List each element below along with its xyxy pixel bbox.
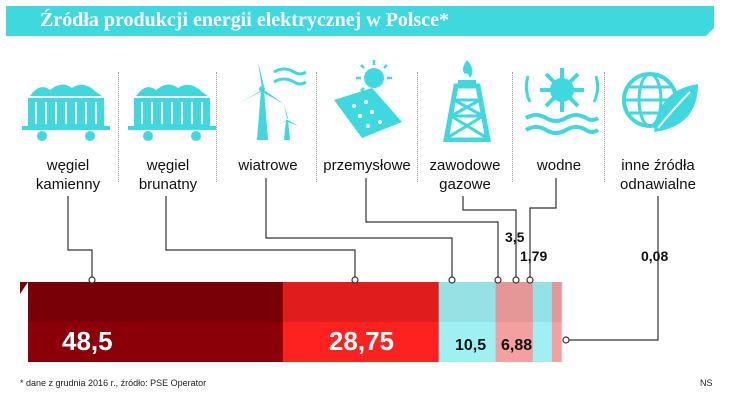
category-label-gas: zawodowe gazowe	[420, 156, 510, 194]
connector-dot	[448, 276, 456, 284]
separator-line	[316, 72, 317, 182]
label-text: zawodowe gazowe	[429, 157, 501, 193]
water-wheel-icon	[524, 68, 600, 135]
connector-line	[67, 196, 93, 280]
connector-dot	[526, 276, 534, 284]
connector-dot	[351, 276, 359, 284]
bar-water-shade	[551, 282, 562, 322]
connector-line	[529, 178, 557, 280]
bar-wind-shade	[438, 282, 497, 322]
connector-dot	[494, 276, 502, 284]
bar-hard-coal-shade	[20, 282, 284, 322]
connector-line	[165, 196, 356, 280]
category-label-water: wodne	[516, 156, 602, 175]
solar-panel-icon	[334, 60, 402, 138]
bar-water	[551, 282, 562, 362]
connector-line	[462, 196, 517, 280]
connector-line	[566, 196, 659, 341]
connector-line	[365, 178, 499, 280]
bar-brown-coal-shade	[282, 282, 440, 322]
credit: NS	[700, 378, 713, 388]
wind-turbine-icon	[238, 62, 307, 140]
bar-industrial-shade	[495, 282, 534, 322]
category-label-brown-coal: węgiel brunatny	[122, 156, 214, 194]
connector-line	[265, 178, 453, 280]
label-text: przemysłowe	[323, 157, 411, 174]
label-text: wodne	[536, 157, 582, 174]
bar-hard-coal	[20, 282, 284, 362]
connector-dot	[562, 336, 570, 344]
separator-line	[216, 72, 217, 182]
category-label-hard-coal: węgiel kamienny	[22, 156, 114, 194]
value-label-industrial: 6,88	[501, 337, 532, 354]
label-text: inne źródła odnawialne	[620, 157, 696, 193]
value-label-gas: 3,5	[505, 229, 525, 245]
value-label-wind: 10,5	[455, 337, 486, 354]
bar-cap	[20, 282, 28, 362]
value-label-brown-coal: 28,75	[329, 326, 394, 356]
category-label-other-renewable: inne źródła odnawialne	[608, 156, 708, 194]
bar-other-renewable	[561, 282, 563, 362]
globe-leaf-icon	[622, 72, 698, 132]
value-label-hard-coal: 48,5	[62, 326, 113, 356]
page-title: Źródła produkcji energii elektrycznej w …	[40, 9, 450, 31]
separator-line	[512, 72, 513, 182]
separator-line	[118, 72, 119, 182]
category-label-industrial: przemysłowe	[318, 156, 416, 175]
gas-rig-icon	[443, 60, 491, 142]
bar-other-renewable-shade	[561, 282, 563, 322]
bar-industrial	[495, 282, 534, 362]
title-banner	[6, 6, 714, 36]
coal-wagon-icon	[128, 84, 216, 141]
label-text: węgiel brunatny	[138, 157, 198, 193]
bar-brown-coal	[282, 282, 440, 362]
value-label-water: 1,79	[520, 248, 547, 264]
value-label-other-renewable: 0,08	[641, 248, 668, 264]
bar-gas	[532, 282, 553, 362]
footnote: * dane z grudnia 2016 r., źródło: PSE Op…	[20, 378, 207, 388]
connector-dot	[88, 276, 96, 284]
separator-line	[604, 72, 605, 182]
connector-dot	[512, 276, 520, 284]
separator-line	[417, 72, 418, 182]
bar-gas-shade	[532, 282, 553, 322]
bar-wind	[438, 282, 497, 362]
category-label-wind: wiatrowe	[222, 156, 314, 175]
label-text: wiatrowe	[238, 157, 298, 174]
label-text: węgiel kamienny	[35, 157, 101, 193]
coal-wagon-icon	[22, 84, 110, 141]
